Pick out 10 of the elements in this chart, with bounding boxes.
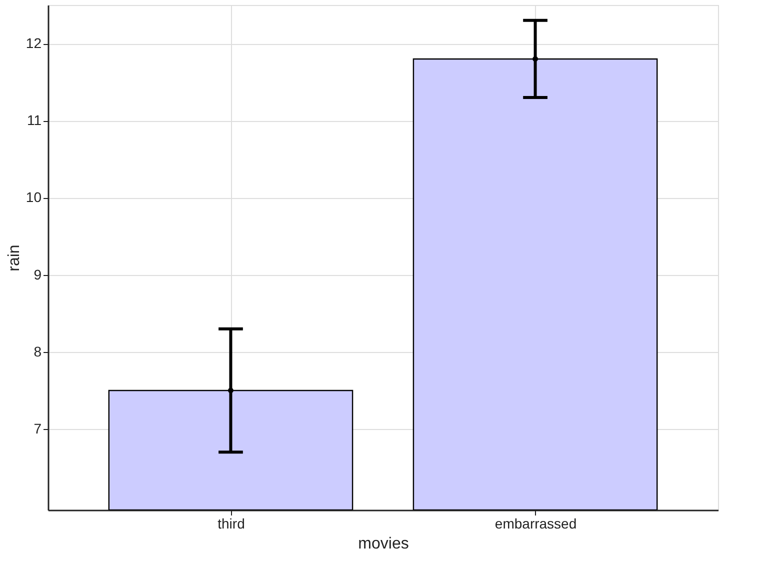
y-tick-label: 12 — [26, 35, 42, 52]
x-axis-title: movies — [358, 536, 409, 552]
y-tick-label: 10 — [26, 189, 42, 206]
x-tick-label: third — [218, 516, 245, 532]
x-tick-label: embarrassed — [494, 516, 577, 532]
y-tick-label: 8 — [34, 343, 42, 360]
y-tick-label: 9 — [34, 266, 42, 282]
y-tick-label: 7 — [34, 420, 42, 437]
y-tick-label: 11 — [26, 112, 42, 128]
y-axis-title: rain — [6, 244, 23, 272]
